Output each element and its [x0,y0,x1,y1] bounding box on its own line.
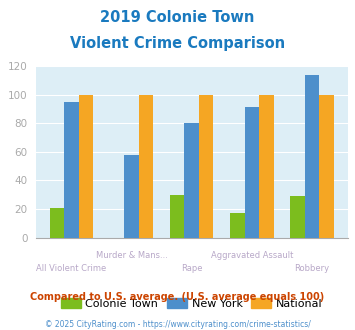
Bar [199,95,213,238]
Bar [64,102,78,238]
Text: Violent Crime Comparison: Violent Crime Comparison [70,36,285,51]
Bar [185,123,199,238]
Text: Murder & Mans...: Murder & Mans... [95,251,168,260]
Text: All Violent Crime: All Violent Crime [36,264,106,273]
Bar [245,108,259,238]
Bar [319,95,334,238]
Bar [50,208,64,238]
Bar [230,213,245,238]
Text: Rape: Rape [181,264,202,273]
Legend: Colonie Town, New York, National: Colonie Town, New York, National [58,295,326,312]
Bar [139,95,153,238]
Text: Aggravated Assault: Aggravated Assault [211,251,293,260]
Bar [78,95,93,238]
Bar [170,195,185,238]
Text: Robbery: Robbery [295,264,329,273]
Text: 2019 Colonie Town: 2019 Colonie Town [100,10,255,25]
Text: Compared to U.S. average. (U.S. average equals 100): Compared to U.S. average. (U.S. average … [31,292,324,302]
Bar [305,75,319,238]
Text: © 2025 CityRating.com - https://www.cityrating.com/crime-statistics/: © 2025 CityRating.com - https://www.city… [45,320,310,329]
Bar [259,95,274,238]
Bar [290,196,305,238]
Bar [124,155,139,238]
